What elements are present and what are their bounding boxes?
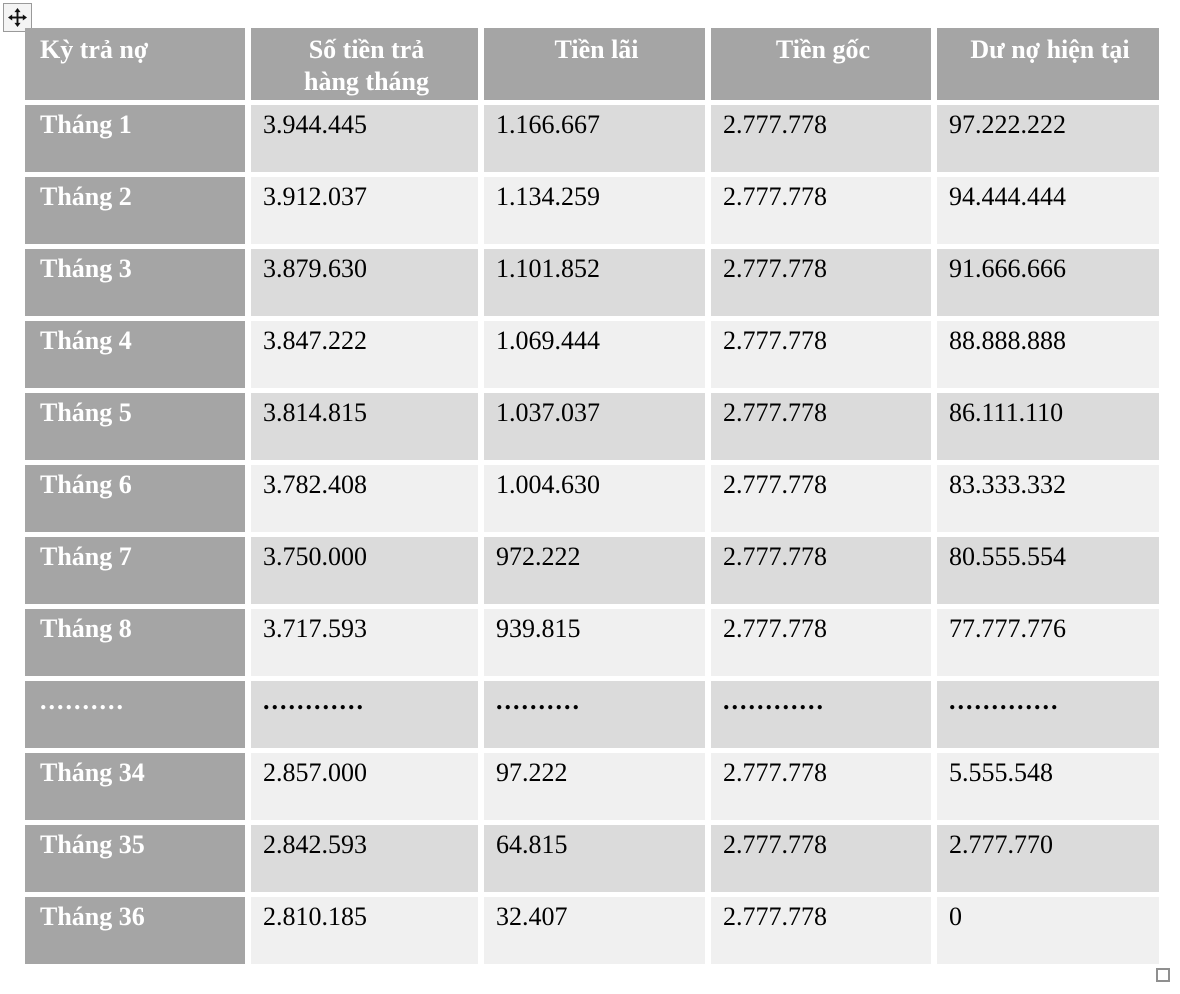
cell-payment[interactable]: 3.912.037 <box>251 177 478 244</box>
cell-principal[interactable]: 2.777.778 <box>711 465 931 532</box>
cell-balance[interactable]: ............. <box>937 681 1159 748</box>
cell-interest[interactable]: 1.069.444 <box>484 321 705 388</box>
header-period[interactable]: Kỳ trả nợ <box>25 28 245 100</box>
cell-balance[interactable]: 83.333.332 <box>937 465 1159 532</box>
header-interest[interactable]: Tiền lãi <box>484 28 705 100</box>
cell-balance[interactable]: 0 <box>937 897 1159 964</box>
cell-balance[interactable]: 5.555.548 <box>937 753 1159 820</box>
header-principal[interactable]: Tiền gốc <box>711 28 931 100</box>
cell-period[interactable]: .......... <box>25 681 245 748</box>
cell-interest[interactable]: 972.222 <box>484 537 705 604</box>
cell-payment[interactable]: 3.814.815 <box>251 393 478 460</box>
cell-payment[interactable]: 2.810.185 <box>251 897 478 964</box>
cell-balance[interactable]: 91.666.666 <box>937 249 1159 316</box>
cell-period[interactable]: Tháng 2 <box>25 177 245 244</box>
table-row: Tháng 34 2.857.000 97.222 2.777.778 5.55… <box>25 753 1159 820</box>
cell-interest[interactable]: .......... <box>484 681 705 748</box>
header-monthly-payment[interactable]: Số tiền trả hàng tháng <box>251 28 478 100</box>
cell-balance[interactable]: 77.777.776 <box>937 609 1159 676</box>
cell-principal[interactable]: 2.777.778 <box>711 825 931 892</box>
cell-period[interactable]: Tháng 5 <box>25 393 245 460</box>
table-row-ellipsis: .......... ............ .......... .....… <box>25 681 1159 748</box>
cell-interest[interactable]: 1.166.667 <box>484 105 705 172</box>
cell-payment[interactable]: 3.944.445 <box>251 105 478 172</box>
cell-principal[interactable]: 2.777.778 <box>711 897 931 964</box>
table-row: Tháng 36 2.810.185 32.407 2.777.778 0 <box>25 897 1159 964</box>
cell-period[interactable]: Tháng 6 <box>25 465 245 532</box>
table-move-handle[interactable] <box>3 3 32 32</box>
cell-period[interactable]: Tháng 4 <box>25 321 245 388</box>
table-row: Tháng 8 3.717.593 939.815 2.777.778 77.7… <box>25 609 1159 676</box>
cell-payment[interactable]: 3.847.222 <box>251 321 478 388</box>
cell-principal[interactable]: 2.777.778 <box>711 249 931 316</box>
cell-interest[interactable]: 1.134.259 <box>484 177 705 244</box>
cell-balance[interactable]: 97.222.222 <box>937 105 1159 172</box>
table-row: Tháng 35 2.842.593 64.815 2.777.778 2.77… <box>25 825 1159 892</box>
cell-period[interactable]: Tháng 34 <box>25 753 245 820</box>
table-row: Tháng 5 3.814.815 1.037.037 2.777.778 86… <box>25 393 1159 460</box>
cell-payment[interactable]: 3.750.000 <box>251 537 478 604</box>
table-row: Tháng 1 3.944.445 1.166.667 2.777.778 97… <box>25 105 1159 172</box>
cell-payment[interactable]: 3.717.593 <box>251 609 478 676</box>
cell-interest[interactable]: 939.815 <box>484 609 705 676</box>
cell-period[interactable]: Tháng 36 <box>25 897 245 964</box>
cell-interest[interactable]: 1.004.630 <box>484 465 705 532</box>
table-row: Tháng 3 3.879.630 1.101.852 2.777.778 91… <box>25 249 1159 316</box>
cell-principal[interactable]: 2.777.778 <box>711 753 931 820</box>
cell-interest[interactable]: 64.815 <box>484 825 705 892</box>
cell-balance[interactable]: 86.111.110 <box>937 393 1159 460</box>
cell-payment[interactable]: ............ <box>251 681 478 748</box>
cell-principal[interactable]: ............ <box>711 681 931 748</box>
cell-period[interactable]: Tháng 8 <box>25 609 245 676</box>
cell-payment[interactable]: 3.782.408 <box>251 465 478 532</box>
cell-period[interactable]: Tháng 35 <box>25 825 245 892</box>
cell-principal[interactable]: 2.777.778 <box>711 321 931 388</box>
cell-principal[interactable]: 2.777.778 <box>711 609 931 676</box>
move-cross-icon <box>8 8 27 27</box>
header-outstanding-balance[interactable]: Dư nợ hiện tại <box>937 28 1159 100</box>
cell-payment[interactable]: 2.842.593 <box>251 825 478 892</box>
cell-period[interactable]: Tháng 3 <box>25 249 245 316</box>
cell-balance[interactable]: 88.888.888 <box>937 321 1159 388</box>
table-row: Tháng 4 3.847.222 1.069.444 2.777.778 88… <box>25 321 1159 388</box>
table-row: Tháng 7 3.750.000 972.222 2.777.778 80.5… <box>25 537 1159 604</box>
cell-principal[interactable]: 2.777.778 <box>711 393 931 460</box>
cell-principal[interactable]: 2.777.778 <box>711 537 931 604</box>
cell-period[interactable]: Tháng 7 <box>25 537 245 604</box>
cell-balance[interactable]: 2.777.770 <box>937 825 1159 892</box>
cell-interest[interactable]: 1.101.852 <box>484 249 705 316</box>
cell-payment[interactable]: 3.879.630 <box>251 249 478 316</box>
cell-interest[interactable]: 1.037.037 <box>484 393 705 460</box>
cell-balance[interactable]: 80.555.554 <box>937 537 1159 604</box>
cell-principal[interactable]: 2.777.778 <box>711 177 931 244</box>
cell-payment[interactable]: 2.857.000 <box>251 753 478 820</box>
loan-schedule-table: Kỳ trả nợ Số tiền trả hàng tháng Tiền lã… <box>19 23 1165 969</box>
cell-balance[interactable]: 94.444.444 <box>937 177 1159 244</box>
cell-principal[interactable]: 2.777.778 <box>711 105 931 172</box>
cell-interest[interactable]: 32.407 <box>484 897 705 964</box>
cell-interest[interactable]: 97.222 <box>484 753 705 820</box>
table-row: Tháng 2 3.912.037 1.134.259 2.777.778 94… <box>25 177 1159 244</box>
table-row: Tháng 6 3.782.408 1.004.630 2.777.778 83… <box>25 465 1159 532</box>
table-resize-handle[interactable] <box>1156 968 1170 982</box>
cell-period[interactable]: Tháng 1 <box>25 105 245 172</box>
table-header-row: Kỳ trả nợ Số tiền trả hàng tháng Tiền lã… <box>25 28 1159 100</box>
